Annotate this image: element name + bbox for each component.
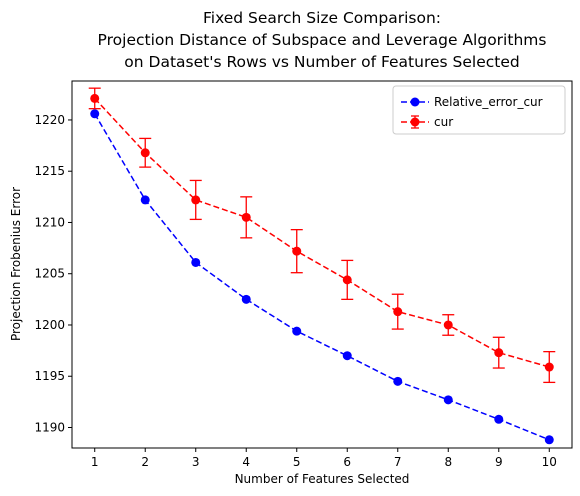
y-tick-label: 1220: [34, 113, 65, 127]
data-point: [90, 109, 99, 118]
data-point: [242, 295, 251, 304]
data-point: [494, 348, 503, 357]
data-point: [343, 275, 352, 284]
x-tick-label: 8: [444, 455, 452, 469]
x-tick-label: 10: [542, 455, 557, 469]
data-point: [292, 327, 301, 336]
y-tick-label: 1205: [34, 267, 65, 281]
data-point: [494, 415, 503, 424]
x-axis-label: Number of Features Selected: [235, 472, 410, 486]
data-point: [393, 377, 402, 386]
y-tick-label: 1195: [34, 369, 65, 383]
y-tick-label: 1215: [34, 164, 65, 178]
chart-title-line-1: Fixed Search Size Comparison:: [203, 9, 441, 27]
series-layer: [89, 88, 556, 444]
series-line: [95, 114, 550, 440]
x-tick-label: 2: [141, 455, 149, 469]
chart-title-line-2: Projection Distance of Subspace and Leve…: [98, 31, 547, 49]
series-line: [95, 98, 550, 367]
y-tick-label: 1200: [34, 318, 65, 332]
legend-label: cur: [434, 115, 453, 129]
data-point: [545, 363, 554, 372]
data-point: [191, 195, 200, 204]
plot-frame: [72, 81, 572, 448]
data-point: [141, 148, 150, 157]
data-point: [191, 258, 200, 267]
x-tick-label: 7: [394, 455, 402, 469]
legend-frame: [393, 86, 565, 134]
legend-marker: [411, 118, 420, 127]
x-tick-label: 5: [293, 455, 301, 469]
legend-label: Relative_error_cur: [434, 95, 543, 109]
y-axis: 1190 1195 1200 1205 1210 1215 1220: [34, 113, 72, 435]
y-axis-label: Projection Frobenius Error: [9, 187, 23, 341]
data-point: [444, 320, 453, 329]
x-tick-label: 9: [495, 455, 503, 469]
x-tick-label: 4: [242, 455, 250, 469]
chart-title: Fixed Search Size Comparison: Projection…: [98, 9, 547, 71]
x-axis: 1 2 3 4 5 6 7 8 9 10: [91, 448, 557, 469]
plot-area: [72, 81, 572, 448]
data-point: [343, 351, 352, 360]
x-tick-label: 6: [343, 455, 351, 469]
series-relative-error-cur: [90, 109, 554, 444]
x-tick-label: 3: [192, 455, 200, 469]
data-point: [292, 247, 301, 256]
data-point: [393, 307, 402, 316]
data-point: [242, 213, 251, 222]
legend-marker: [411, 98, 420, 107]
data-point: [444, 395, 453, 404]
y-tick-label: 1190: [34, 420, 65, 434]
y-tick-label: 1210: [34, 215, 65, 229]
x-tick-label: 1: [91, 455, 99, 469]
data-point: [90, 94, 99, 103]
data-point: [545, 435, 554, 444]
chart-title-line-3: on Dataset's Rows vs Number of Features …: [124, 53, 519, 71]
data-point: [141, 195, 150, 204]
